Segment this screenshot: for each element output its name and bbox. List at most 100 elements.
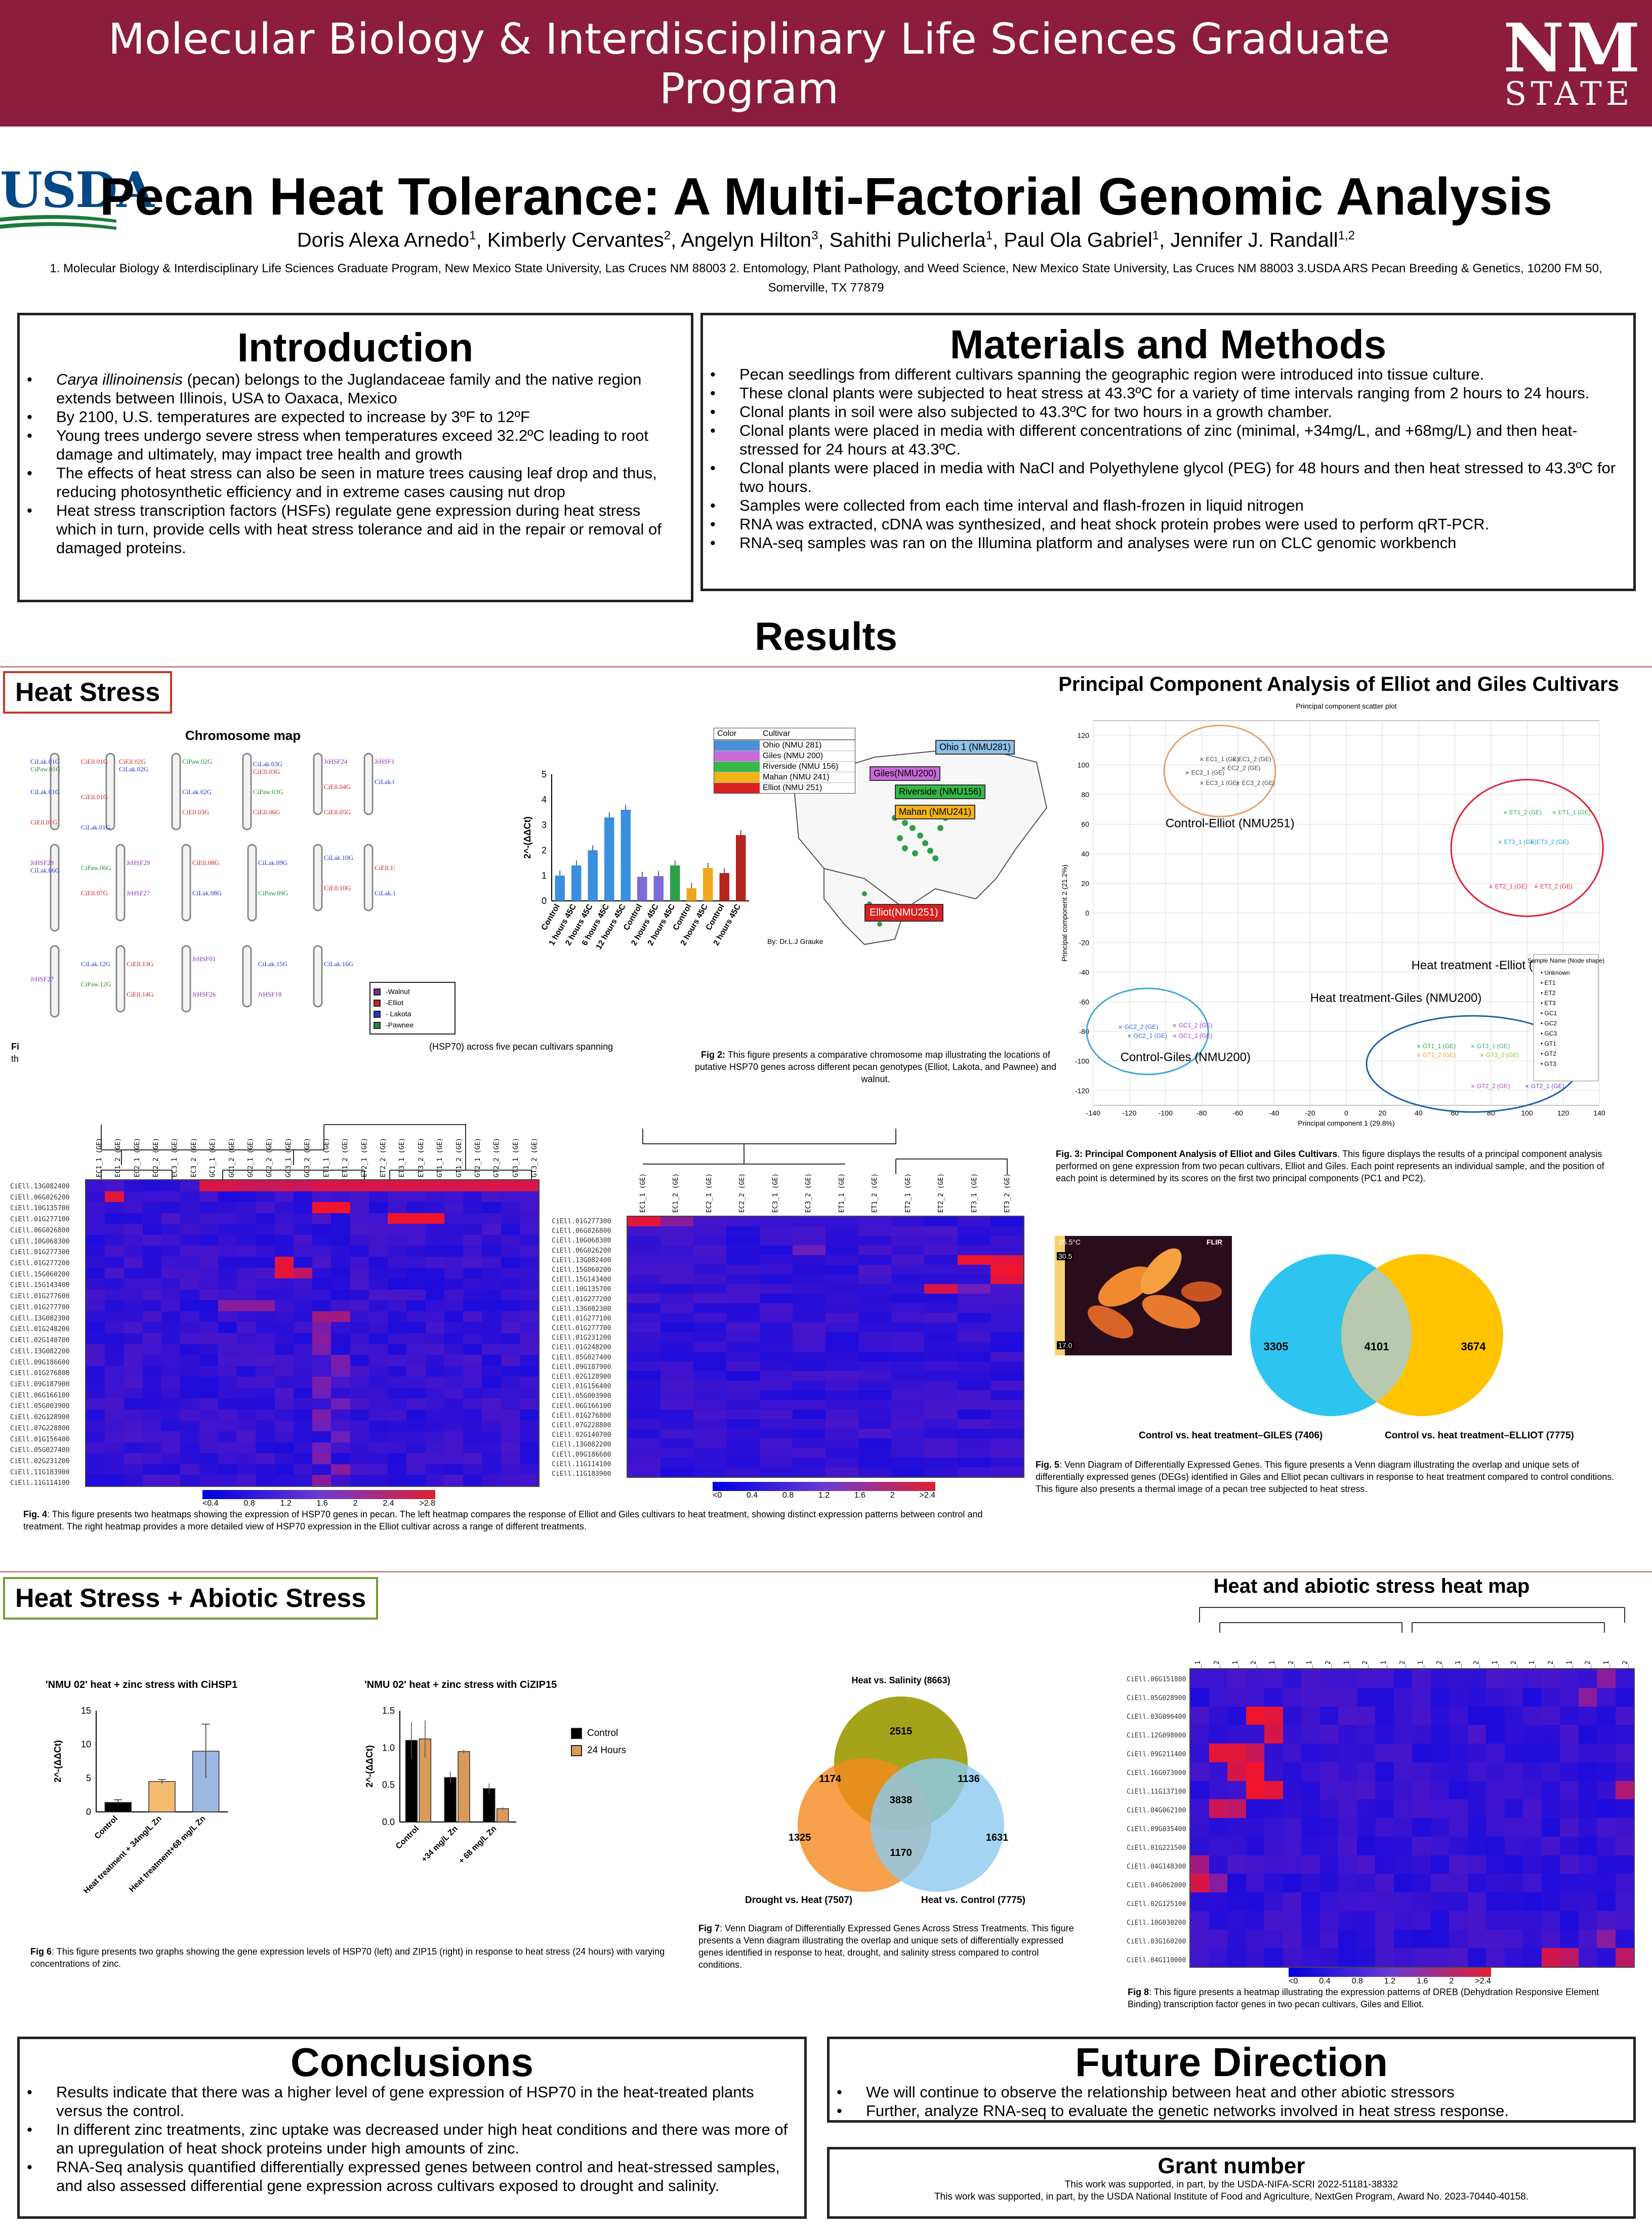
heatmap-row-label: CiEll.13G082300 — [10, 1314, 70, 1322]
heatmap-cell — [388, 1355, 407, 1366]
heatmap-cell — [161, 1267, 181, 1279]
heatmap-cell — [660, 1467, 694, 1477]
fig2-caption: Fig 2: This figure presents a comparativ… — [694, 1050, 1057, 1084]
heatmap-cell — [368, 1355, 388, 1366]
heatmap-cell — [463, 1213, 482, 1224]
heatmap-cell — [142, 1213, 161, 1224]
heatmap-cell — [105, 1377, 124, 1388]
heatmap-cell — [1319, 1725, 1338, 1744]
heatmap-cell — [161, 1464, 181, 1475]
heatmap-cell — [1209, 1818, 1227, 1837]
heatmap-cell — [142, 1224, 161, 1235]
x-tick-label: -100 — [1159, 1109, 1173, 1117]
heatmap-cell — [180, 1311, 199, 1322]
y-tick-label: 15 — [81, 1706, 91, 1716]
heatmap-row-label: CiEll.16G073000 — [1127, 1769, 1186, 1777]
x-tick-label: 20 — [1379, 1109, 1387, 1117]
heatmap-cell — [1486, 1911, 1505, 1930]
heatmap-cell — [501, 1333, 520, 1344]
heatmap-cell — [142, 1311, 161, 1322]
heatmap-cell — [957, 1457, 990, 1467]
heatmap-cell — [825, 1226, 859, 1236]
heatmap-cell — [1375, 1744, 1394, 1762]
heatmap-cell — [1356, 1911, 1375, 1930]
heatmap-cell — [256, 1420, 275, 1432]
heatmap-cell — [86, 1464, 105, 1475]
heatmap-cell — [444, 1278, 463, 1290]
heatmap-cell — [256, 1256, 275, 1268]
heatmap-cell — [660, 1399, 694, 1410]
heatmap-cell — [924, 1380, 958, 1390]
heatmap-cell — [180, 1333, 199, 1344]
heatmap-cell — [406, 1442, 426, 1454]
heatmap-cell — [331, 1202, 350, 1213]
heatmap-cell — [1504, 1836, 1523, 1855]
heatmap-cell — [142, 1180, 161, 1191]
heatmap-cell — [792, 1457, 825, 1467]
heatmap-cell — [1375, 1706, 1394, 1725]
heatmap-cell — [1246, 1892, 1264, 1911]
heatmap-cell — [331, 1246, 350, 1257]
right-colorbar-ticks: <0 0.4 0.8 1.2 1.6 2 >2.4 — [713, 1491, 935, 1500]
heatmap-cell — [218, 1398, 237, 1410]
heatmap-cell — [180, 1246, 199, 1257]
heatmap-cell — [199, 1224, 218, 1235]
heatmap-cell — [957, 1342, 990, 1352]
heatmap-cell — [660, 1274, 694, 1285]
heatmap-cell — [1449, 1706, 1468, 1725]
dreb-heatmap — [1189, 1668, 1635, 1968]
heatmap-cell — [123, 1300, 143, 1311]
heatmap-cell — [123, 1311, 143, 1322]
heatmap-cell — [891, 1217, 925, 1227]
heatmap-cell — [105, 1300, 124, 1311]
map-legend-swatch — [714, 783, 760, 793]
thermal-max-label: 30.5 — [1057, 1252, 1074, 1260]
heatmap-cell — [628, 1438, 661, 1448]
heatmap-cell — [161, 1311, 181, 1322]
heatmap-row-label: CiEll.04G062000 — [1127, 1882, 1186, 1889]
svg-text:CiPaw.01G: CiPaw.01G — [30, 765, 60, 773]
heatmap-cell — [237, 1475, 256, 1486]
legend-control: Control — [571, 1725, 626, 1742]
heatmap-row-label: CiEll.04G148300 — [1127, 1863, 1186, 1871]
x-tick-label: -40 — [1269, 1109, 1279, 1117]
heatmap-cell — [792, 1399, 825, 1410]
heatmap-cell — [792, 1255, 825, 1265]
heatmap-cell — [1375, 1781, 1394, 1800]
heatmap-cell — [388, 1475, 407, 1486]
svg-text:CiEll.07G: CiEll.07G — [81, 889, 108, 897]
colorbar-tick: 1.2 — [280, 1499, 292, 1508]
heatmap-cell — [628, 1284, 661, 1294]
heatmap-cell — [1283, 1818, 1301, 1837]
heatmap-cell — [406, 1289, 426, 1301]
y-axis-label: 2^-(ΔΔCt) — [53, 1740, 63, 1782]
heatmap-cell — [425, 1377, 444, 1388]
results-heading: Results — [755, 614, 897, 658]
heatmap-cell — [1467, 1892, 1486, 1911]
heatmap-column-label: ET3_2 (GE) — [1004, 1173, 1012, 1213]
heatmap-cell — [180, 1475, 199, 1486]
heatmap-cell — [1393, 1818, 1412, 1837]
heatmap-cell — [199, 1180, 218, 1191]
heatmap-cell — [180, 1278, 199, 1290]
heatmap-cell — [123, 1464, 143, 1475]
heatmap-cell — [274, 1267, 294, 1279]
pca-legend-item: • GT2 — [1541, 1050, 1556, 1057]
heatmap-cell — [406, 1420, 426, 1432]
heatmap-cell — [792, 1361, 825, 1371]
methods-bullet: RNA-seq samples was ran on the Illumina … — [703, 533, 1623, 552]
heatmap-cell — [1227, 1911, 1246, 1930]
venn3-top-count: 2515 — [889, 1726, 913, 1737]
heatmap-cell — [501, 1464, 520, 1475]
heatmap-column-label: ET1_1 (GE) — [838, 1173, 846, 1213]
heatmap-cell — [293, 1202, 312, 1213]
heatmap-cell — [237, 1442, 256, 1454]
heatmap-cell — [891, 1274, 925, 1285]
colorbar-tick: 0.8 — [1351, 1977, 1363, 1985]
map-credit: By: Dr.L.J Grauke — [767, 937, 823, 945]
heatmap-cell — [924, 1322, 958, 1333]
x-tick-label: Control — [93, 1814, 119, 1841]
heatmap-cell — [1301, 1799, 1320, 1818]
heatmap-cell — [312, 1256, 332, 1268]
